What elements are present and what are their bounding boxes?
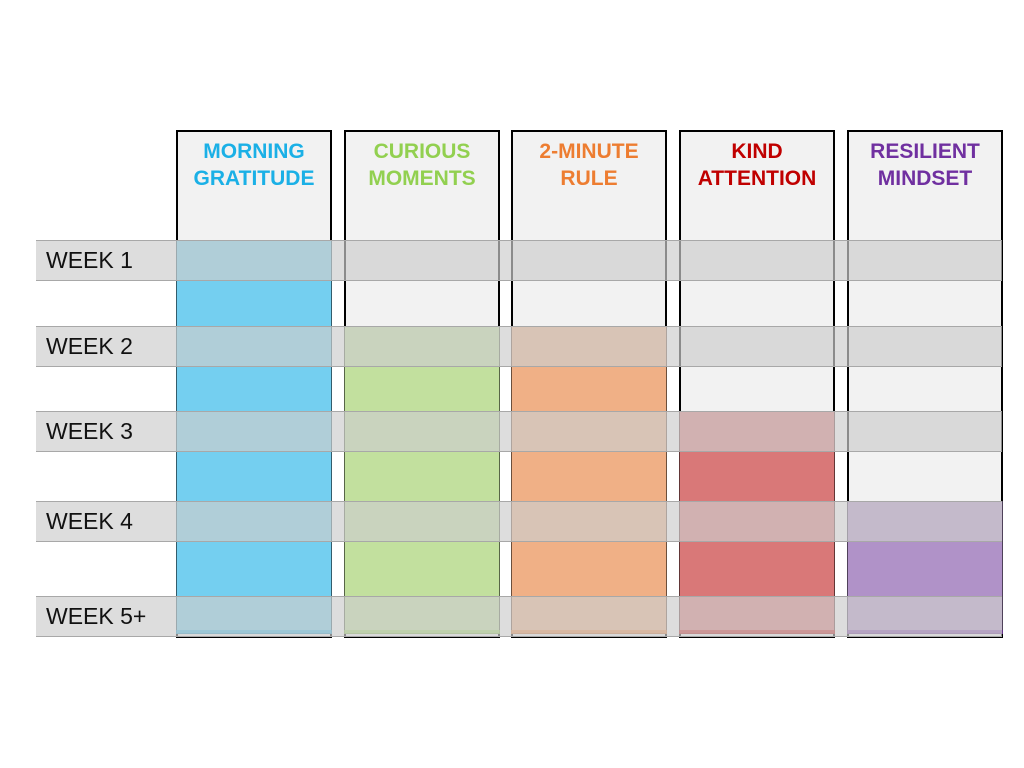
habit-active-fill: [511, 326, 667, 634]
week-row-band: [36, 240, 1002, 281]
week-row-band: [36, 326, 1002, 367]
week-label: WEEK 3: [46, 418, 133, 444]
habit-active-fill: [344, 326, 500, 634]
week-label: WEEK 2: [46, 333, 133, 359]
week-row-band: [36, 501, 1002, 542]
week-row-band: [36, 411, 1002, 452]
habit-title: MORNING GRATITUDE: [193, 140, 315, 190]
week-label: WEEK 5+: [46, 603, 147, 629]
habit-title: 2-MINUTE RULE: [539, 140, 639, 190]
week-label: WEEK 4: [46, 508, 133, 534]
week-label: WEEK 1: [46, 247, 133, 273]
habit-title: KIND ATTENTION: [697, 140, 817, 190]
habit-title: RESILIENT MINDSET: [870, 140, 980, 190]
habit-title: CURIOUS MOMENTS: [368, 140, 476, 190]
week-row-band: [36, 596, 1002, 637]
